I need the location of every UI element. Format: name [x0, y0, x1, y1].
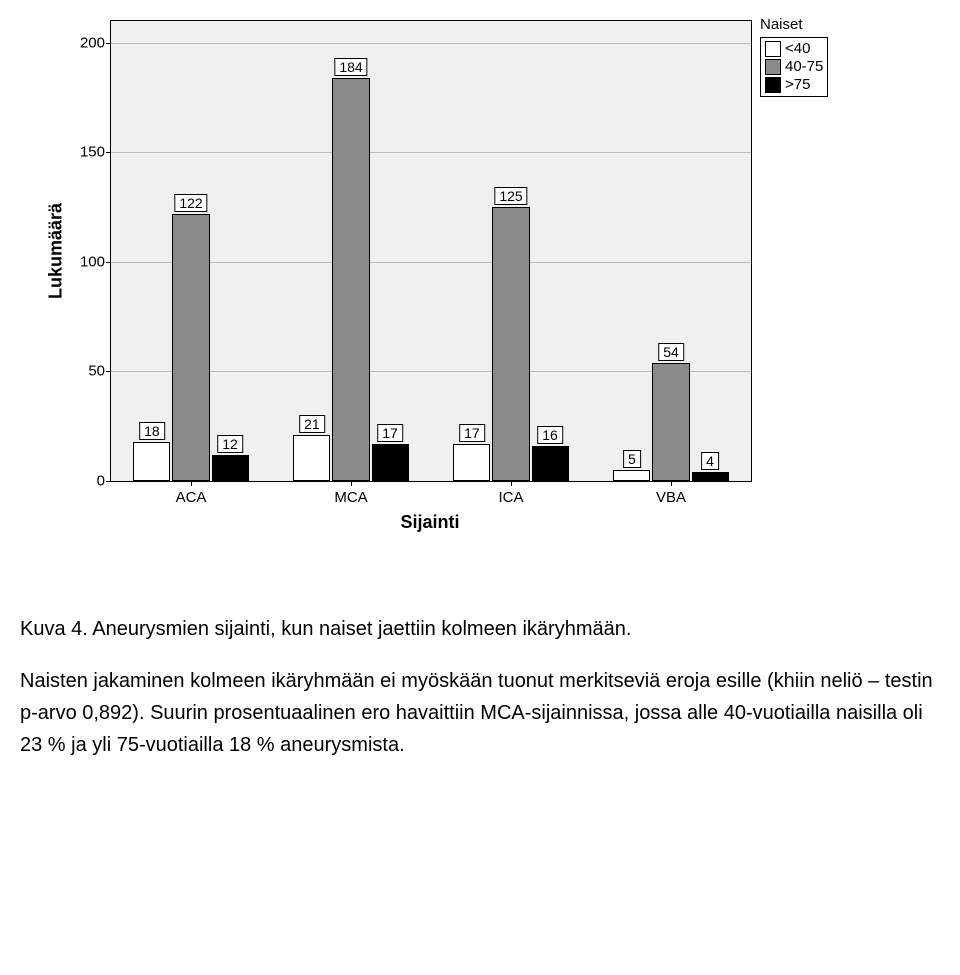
ytick-label: 0 — [97, 473, 105, 490]
bar — [532, 446, 569, 481]
bar — [332, 78, 369, 481]
gridline — [111, 43, 751, 44]
legend-swatch — [765, 41, 781, 57]
ytick-label: 50 — [88, 363, 105, 380]
legend-swatch — [765, 77, 781, 93]
xtick-label: VBA — [656, 489, 686, 506]
bar-value-label: 122 — [174, 194, 207, 212]
caption-block: Kuva 4. Aneurysmien sijainti, kun naiset… — [20, 613, 940, 761]
bar — [692, 472, 729, 481]
ytick-mark — [106, 152, 111, 153]
caption-paragraph: Naisten jakaminen kolmeen ikäryhmään ei … — [20, 665, 940, 761]
legend: Naiset <4040-75>75 — [760, 16, 828, 97]
xtick-label: ACA — [176, 489, 207, 506]
bar-value-label: 17 — [459, 424, 485, 442]
xtick-label: MCA — [334, 489, 367, 506]
bar — [293, 435, 330, 481]
bar-value-label: 5 — [623, 450, 641, 468]
bar — [492, 207, 529, 481]
legend-label: 40-75 — [785, 58, 823, 76]
legend-row: 40-75 — [765, 58, 823, 76]
xtick-mark — [351, 481, 352, 486]
bar — [453, 444, 490, 481]
ytick-label: 100 — [80, 253, 105, 270]
legend-swatch — [765, 59, 781, 75]
bar — [372, 444, 409, 481]
bar-value-label: 12 — [217, 435, 243, 453]
legend-row: >75 — [765, 76, 823, 94]
legend-items-box: <4040-75>75 — [760, 37, 828, 97]
bar-value-label: 17 — [377, 424, 403, 442]
ytick-mark — [106, 262, 111, 263]
ytick-mark — [106, 481, 111, 482]
caption-line1: Kuva 4. Aneurysmien sijainti, kun naiset… — [20, 613, 940, 645]
bar — [172, 214, 209, 481]
gridline — [111, 152, 751, 153]
xtick-mark — [511, 481, 512, 486]
legend-label: <40 — [785, 40, 810, 58]
y-axis-title: Lukumäärä — [46, 203, 67, 299]
bar — [212, 455, 249, 481]
legend-row: <40 — [765, 40, 823, 58]
bar-value-label: 184 — [334, 58, 367, 76]
bar-value-label: 18 — [139, 422, 165, 440]
x-axis-title: Sijainti — [110, 512, 750, 533]
bar — [613, 470, 650, 481]
xtick-mark — [671, 481, 672, 486]
legend-title: Naiset — [760, 16, 828, 33]
plot-area: Lukumäärä 050100150200ACA1812212MCA21184… — [110, 20, 752, 482]
bar — [652, 363, 689, 481]
bar-value-label: 125 — [494, 187, 527, 205]
bar — [133, 442, 170, 481]
chart-container: Naiset <4040-75>75 Lukumäärä 05010015020… — [80, 20, 840, 533]
ytick-mark — [106, 43, 111, 44]
ytick-label: 200 — [80, 34, 105, 51]
ytick-mark — [106, 371, 111, 372]
bar-value-label: 16 — [537, 426, 563, 444]
xtick-label: ICA — [498, 489, 523, 506]
legend-label: >75 — [785, 76, 810, 94]
ytick-label: 150 — [80, 144, 105, 161]
bar-value-label: 21 — [299, 415, 325, 433]
bar-value-label: 54 — [658, 343, 684, 361]
xtick-mark — [191, 481, 192, 486]
bar-value-label: 4 — [701, 452, 719, 470]
